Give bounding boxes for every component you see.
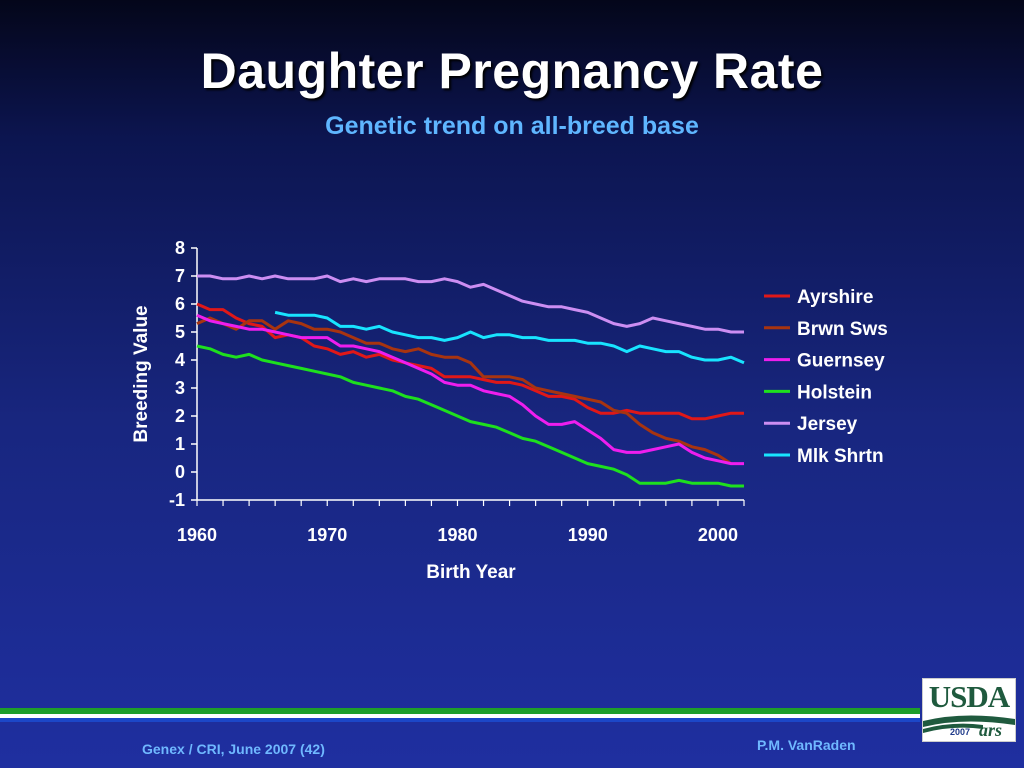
footer-presentation-info: Genex / CRI, June 2007 (42) <box>142 741 325 757</box>
chart-series-lines <box>196 274 745 488</box>
x-tick-label: 1990 <box>568 525 608 545</box>
legend-entry: Holstein <box>797 382 872 403</box>
x-tick-label: 1970 <box>307 525 347 545</box>
legend-entry: Ayrshire <box>797 287 873 308</box>
y-tick-label: 6 <box>175 294 185 314</box>
series-line-guernsey <box>196 313 744 466</box>
x-tick-label: 1980 <box>437 525 477 545</box>
footer-blue-bar <box>0 718 920 722</box>
slide-title: Daughter Pregnancy Rate <box>200 43 824 99</box>
x-tick-label: 1960 <box>177 525 217 545</box>
usda-swoosh-icon <box>923 715 1015 733</box>
footer-green-bar <box>0 708 920 714</box>
usda-logo-year: 2007 <box>950 727 971 737</box>
y-tick-label: 0 <box>175 462 185 482</box>
y-tick-label: 4 <box>175 350 185 370</box>
x-axis-label: Birth Year <box>426 562 516 583</box>
y-tick-label: 7 <box>175 266 185 286</box>
footer-white-bar <box>0 714 920 718</box>
y-axis-label: Breeding Value <box>131 305 152 442</box>
footer-author: P.M. VanRaden <box>757 737 856 753</box>
slide-subtitle: Genetic trend on all-breed base <box>325 112 699 140</box>
series-line-brwn-sws <box>196 316 732 465</box>
chart-axes: -1 0 1 2 3 4 5 6 7 8 1960 1970 1980 1990 2000 <box>169 238 745 545</box>
usda-logo: USDA 2007 ars <box>922 678 1016 742</box>
series-line-mlk-shrtn <box>274 310 745 365</box>
x-tick-label: 2000 <box>698 525 738 545</box>
y-tick-label: -1 <box>169 490 185 510</box>
series-line-jersey <box>197 274 744 334</box>
series-line-holstein <box>196 344 744 488</box>
y-tick-label: 5 <box>175 322 185 342</box>
chart-legend: Ayrshire Brwn Sws Guernsey Holstein Jersey Ml… <box>764 287 888 467</box>
y-tick-label: 2 <box>175 406 185 426</box>
legend-entry: Mlk Shrtn <box>797 446 884 467</box>
ars-logo-text: ars <box>979 720 1003 740</box>
legend-entry: Guernsey <box>797 351 885 372</box>
legend-entry: Jersey <box>797 414 858 435</box>
y-tick-label: 1 <box>175 434 185 454</box>
y-tick-label: 3 <box>175 378 185 398</box>
legend-entry: Brwn Sws <box>797 319 888 340</box>
y-tick-label: 8 <box>175 238 185 258</box>
usda-logo-text: USDA <box>928 679 1010 714</box>
